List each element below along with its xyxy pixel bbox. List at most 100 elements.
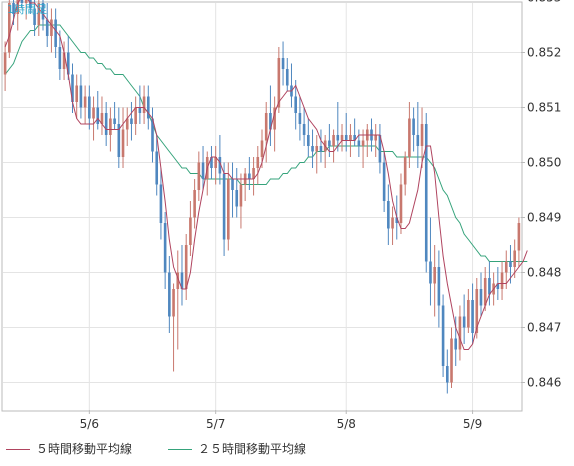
candle-body-down bbox=[387, 201, 390, 229]
timeframe-label: 1時間足 bbox=[7, 3, 47, 16]
candle-body-down bbox=[71, 74, 74, 102]
legend-label-ma25: ２５時間移動平均線 bbox=[198, 442, 307, 456]
candle-body-up bbox=[408, 118, 411, 157]
candle-body-up bbox=[273, 107, 276, 130]
candle-body-down bbox=[155, 151, 159, 185]
y-tick-label: 0.850 bbox=[527, 156, 561, 170]
legend-item-ma5: ５時間移動平均線 bbox=[6, 440, 132, 457]
candle-body-down bbox=[281, 58, 285, 69]
candle-body-up bbox=[172, 289, 175, 317]
candle-body-down bbox=[96, 107, 100, 124]
candle-body-down bbox=[146, 96, 150, 119]
candle-body-down bbox=[509, 261, 512, 267]
y-tick-label: 0.848 bbox=[527, 266, 561, 280]
candle-body-up bbox=[260, 140, 264, 157]
candle-body-down bbox=[113, 118, 116, 124]
candle-body-down bbox=[416, 135, 420, 146]
candle-body-down bbox=[445, 366, 449, 383]
candle-body-up bbox=[264, 113, 268, 141]
candle-body-up bbox=[340, 135, 344, 141]
x-tick-label: 5/7 bbox=[206, 417, 225, 431]
candle-body-up bbox=[8, 3, 11, 53]
candle-body-down bbox=[353, 135, 356, 141]
candle-body-up bbox=[121, 129, 125, 157]
candle-body-up bbox=[75, 85, 79, 102]
candle-body-up bbox=[513, 250, 516, 267]
candle-body-down bbox=[471, 300, 474, 333]
candle-body-down bbox=[163, 223, 167, 273]
plot-area bbox=[1, 1, 523, 412]
candle-body-up bbox=[100, 113, 104, 124]
candle-body-down bbox=[218, 157, 222, 174]
candle-body-up bbox=[176, 272, 180, 289]
candle-body-down bbox=[488, 278, 491, 295]
candle-body-up bbox=[517, 223, 521, 251]
candle-body-down bbox=[222, 173, 226, 240]
candle-body-up bbox=[37, 3, 41, 25]
candle-body-down bbox=[168, 272, 171, 317]
candle-body-up bbox=[142, 96, 146, 113]
x-tick-label: 5/6 bbox=[80, 417, 99, 431]
candle-body-down bbox=[357, 140, 361, 146]
y-tick-label: 0.846 bbox=[527, 376, 561, 390]
candle-body-up bbox=[252, 168, 255, 179]
candle-body-up bbox=[467, 300, 470, 328]
candle-body-up bbox=[239, 184, 243, 207]
candle-body-up bbox=[125, 118, 129, 130]
candle-body-down bbox=[117, 124, 121, 157]
x-tick-label: 5/8 bbox=[337, 417, 356, 431]
candle-body-down bbox=[248, 173, 251, 179]
candle-body-up bbox=[193, 190, 196, 218]
candle-body-down bbox=[88, 96, 91, 119]
candle-body-up bbox=[332, 135, 335, 146]
candle-body-down bbox=[302, 124, 306, 135]
candle-body-down bbox=[311, 146, 314, 152]
candle-body-down bbox=[285, 69, 289, 86]
candle-body-up bbox=[500, 272, 504, 289]
candle-body-up bbox=[399, 184, 403, 223]
candle-body-up bbox=[109, 118, 112, 135]
ma5-line bbox=[4, 0, 528, 350]
ma25-line bbox=[4, 24, 528, 262]
candle-body-down bbox=[344, 135, 348, 141]
x-tick-label: 5/9 bbox=[463, 417, 482, 431]
candle-body-down bbox=[12, 3, 15, 14]
candle-body-up bbox=[256, 157, 260, 168]
candle-body-up bbox=[3, 52, 7, 75]
candle-body-up bbox=[374, 135, 378, 141]
candle-body-up bbox=[227, 179, 230, 240]
candle-body-up bbox=[315, 146, 319, 152]
candle-body-down bbox=[298, 113, 302, 124]
candle-body-up bbox=[349, 135, 352, 141]
y-tick-label: 0.847 bbox=[527, 321, 561, 335]
candle-body-down bbox=[79, 85, 83, 108]
candle-body-up bbox=[403, 157, 407, 185]
candle-body-down bbox=[231, 179, 234, 190]
candle-body-up bbox=[24, 0, 28, 3]
y-tick-label: 0.852 bbox=[527, 46, 561, 60]
candle-body-up bbox=[277, 58, 281, 108]
legend: ５時間移動平均線 ２５時間移動平均線 bbox=[0, 436, 574, 460]
legend-item-ma25: ２５時間移動平均線 bbox=[168, 440, 306, 457]
candle-body-down bbox=[412, 118, 415, 135]
candle-body-up bbox=[420, 124, 424, 146]
candle-body-down bbox=[328, 140, 331, 146]
candle-body-down bbox=[29, 0, 32, 9]
candle-body-down bbox=[336, 135, 340, 141]
candle-body-down bbox=[130, 118, 133, 124]
candle-body-up bbox=[214, 157, 217, 168]
candle-body-down bbox=[180, 272, 184, 289]
candle-body-down bbox=[58, 47, 62, 69]
y-tick-label: 0.851 bbox=[527, 101, 561, 115]
candle-body-down bbox=[454, 338, 458, 350]
candle-body-down bbox=[269, 113, 272, 130]
candle-body-up bbox=[391, 217, 394, 229]
candle-body-up bbox=[134, 107, 137, 124]
candle-body-up bbox=[504, 261, 508, 273]
candle-body-down bbox=[429, 261, 432, 284]
candle-body-up bbox=[361, 140, 365, 146]
candle-body-up bbox=[50, 19, 53, 36]
candle-body-down bbox=[496, 283, 500, 289]
